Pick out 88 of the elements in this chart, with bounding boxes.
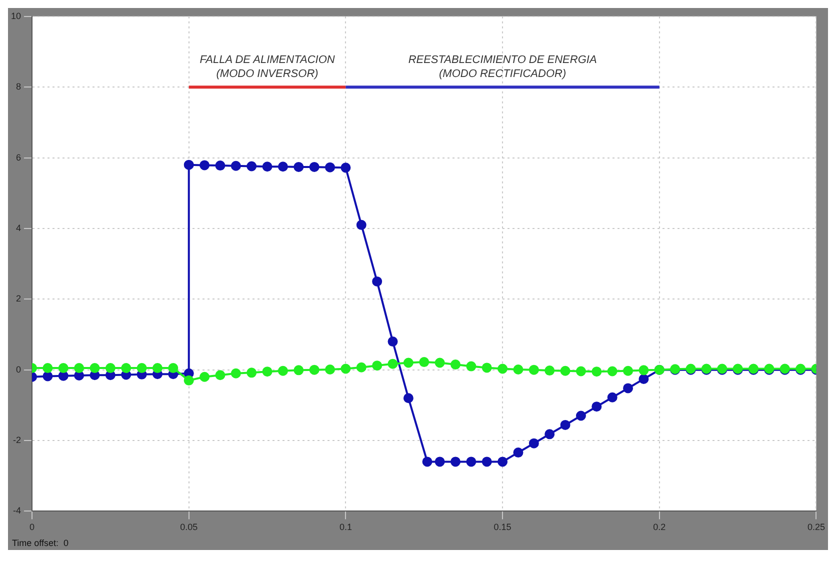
point <box>309 364 320 375</box>
point <box>246 161 257 172</box>
y-tick-label: 0 <box>16 364 22 374</box>
point <box>498 456 508 467</box>
point <box>168 363 178 374</box>
point <box>136 363 147 374</box>
point <box>592 366 602 377</box>
point <box>278 366 288 376</box>
point <box>403 358 414 368</box>
point <box>576 410 586 421</box>
point <box>623 366 634 376</box>
point <box>513 364 524 374</box>
point <box>200 372 210 382</box>
point <box>262 162 272 172</box>
annotation: REESTABLECIMIENTO DE ENERGIA (MODO RECTIFICADOR) <box>408 54 597 80</box>
point <box>42 363 53 374</box>
point <box>528 364 539 375</box>
point <box>90 363 100 374</box>
x-tick-label: 0.1 <box>339 522 352 532</box>
point <box>607 366 618 376</box>
point <box>544 429 555 440</box>
point <box>498 364 508 374</box>
point <box>42 371 53 382</box>
point <box>356 220 366 230</box>
point <box>325 364 336 374</box>
x-tick-label: 0.2 <box>653 522 666 532</box>
point <box>466 361 476 372</box>
text: Time offset: 0 <box>11 537 70 550</box>
point <box>294 365 304 376</box>
point <box>230 368 241 378</box>
point <box>513 448 524 458</box>
point <box>466 456 476 467</box>
point <box>184 375 194 386</box>
point <box>230 160 241 171</box>
point <box>278 162 288 172</box>
point <box>372 276 382 286</box>
point <box>74 363 84 374</box>
point <box>434 456 445 467</box>
y-tick-label: 2 <box>16 294 22 304</box>
y-tick-label: 8 <box>16 82 22 92</box>
point <box>422 456 432 467</box>
y-tick-label: -2 <box>12 435 22 445</box>
point <box>434 358 445 368</box>
point <box>544 366 555 376</box>
point <box>638 365 649 376</box>
point <box>246 368 257 378</box>
point <box>200 160 210 170</box>
point <box>638 374 649 384</box>
point <box>58 363 68 374</box>
point <box>309 162 320 172</box>
point <box>560 420 570 430</box>
point <box>325 162 336 172</box>
x-tick-label: 0.15 <box>494 522 512 532</box>
point <box>482 362 492 373</box>
point <box>528 438 539 448</box>
point <box>592 402 602 412</box>
point <box>215 370 226 380</box>
point <box>294 162 304 172</box>
point <box>560 366 570 376</box>
point <box>388 358 398 369</box>
point <box>340 162 351 173</box>
point <box>58 370 68 381</box>
point <box>356 362 366 372</box>
point <box>121 363 132 374</box>
point <box>262 366 272 377</box>
point <box>623 383 634 394</box>
y-tick-label: -4 <box>12 506 22 516</box>
x-tick-label: 0 <box>30 522 35 532</box>
point <box>152 363 162 374</box>
point <box>482 456 492 467</box>
point <box>388 336 398 347</box>
x-tick-label: 0.05 <box>180 522 198 532</box>
point <box>576 366 586 376</box>
point <box>215 160 226 171</box>
y-tick-label: 4 <box>16 222 22 233</box>
x-tick-label: 0.25 <box>807 522 826 532</box>
point <box>105 363 116 374</box>
point <box>340 364 351 374</box>
y-tick-label: 10 <box>10 10 22 21</box>
point <box>450 360 460 370</box>
point <box>419 357 430 368</box>
point <box>403 393 414 404</box>
point <box>184 160 194 170</box>
annotation: FALLA DE ALIMENTACION (MODO INVERSOR) <box>200 54 335 80</box>
point <box>372 360 382 371</box>
y-tick-label: 6 <box>16 152 22 162</box>
point <box>450 456 460 467</box>
point <box>607 392 618 402</box>
